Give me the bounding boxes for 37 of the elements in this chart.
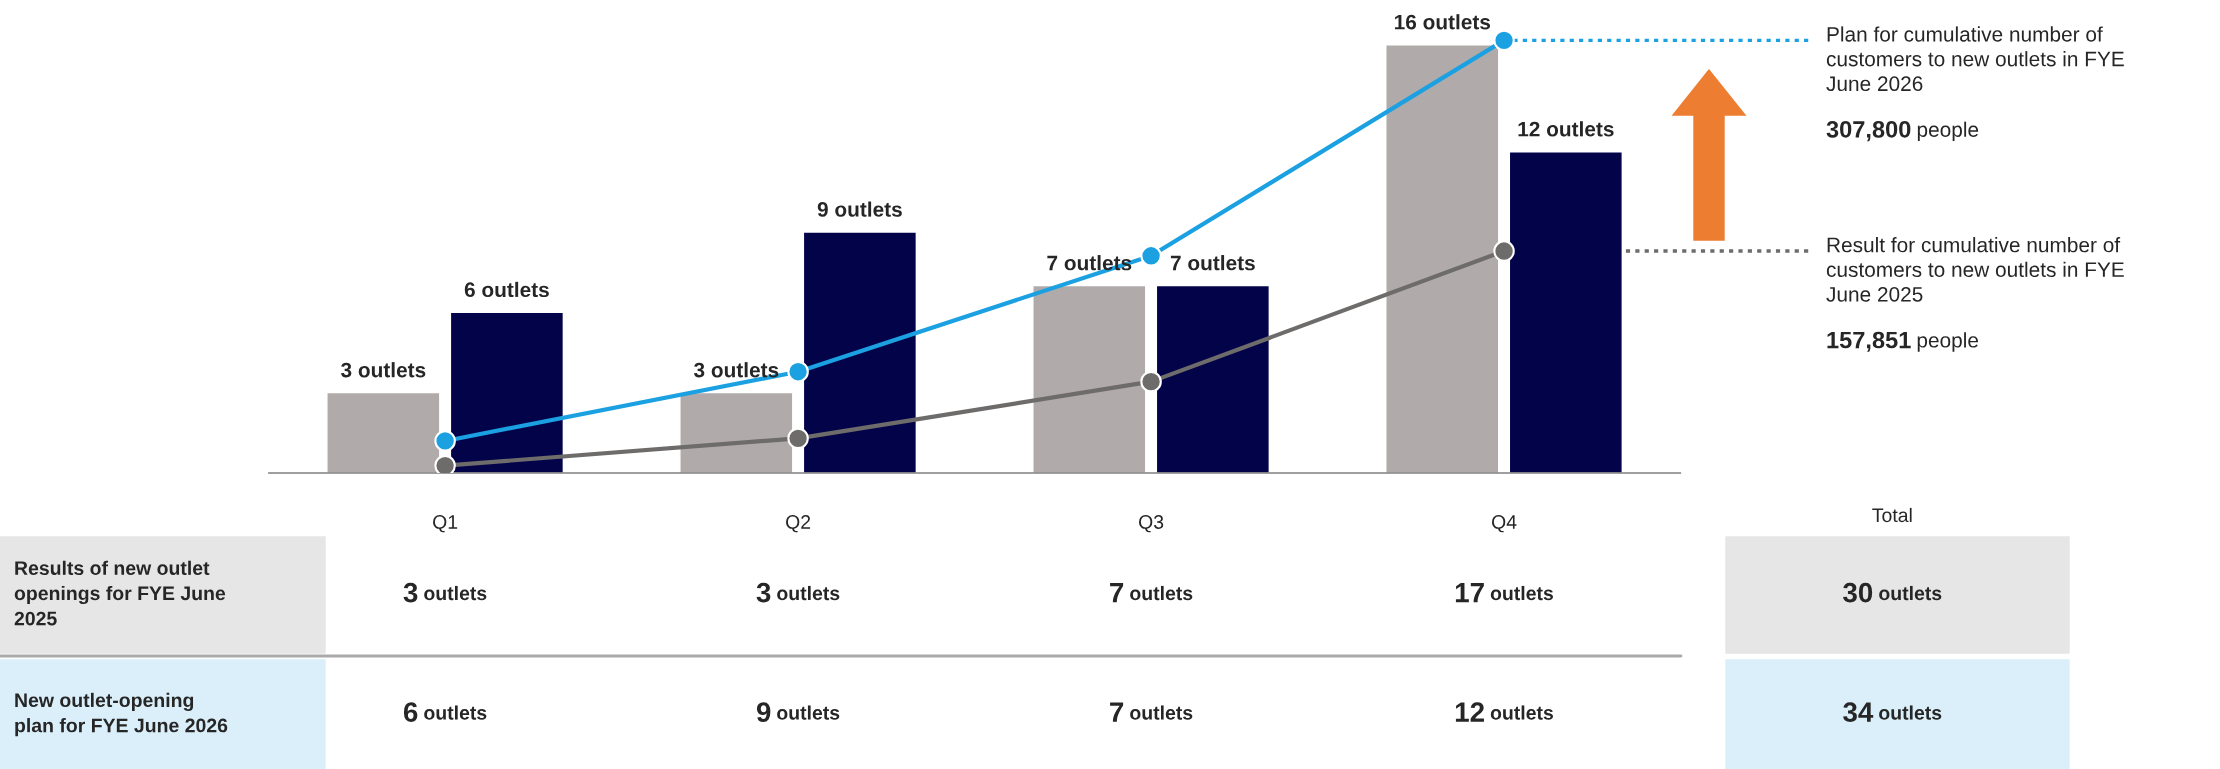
text: Results of new outlet openings for FYE June 2025 xyxy=(14,560,226,626)
text: 34 outlets xyxy=(1843,702,1942,722)
text: 7 outlets xyxy=(1110,583,1193,603)
point xyxy=(787,427,809,450)
text: 9 outlets xyxy=(756,702,840,722)
text: Total xyxy=(1872,507,1912,523)
point xyxy=(1140,370,1162,393)
data-label: 3 outlets xyxy=(693,362,779,378)
point xyxy=(1493,240,1515,262)
data-label: 6 outlets xyxy=(464,281,549,298)
point xyxy=(434,430,456,452)
point xyxy=(1493,29,1515,52)
data-label: 9 outlets xyxy=(817,201,902,217)
point xyxy=(434,454,456,473)
text: Plan for cumulative number of customers to new outlets in FYE June 2026 xyxy=(1826,26,2124,92)
x-tick-label: Q2 xyxy=(786,515,811,533)
text: 3 outlets xyxy=(403,582,487,603)
point xyxy=(787,360,809,383)
x-tick-label: Q4 xyxy=(1492,515,1517,533)
text: 307,800 people xyxy=(1826,120,1979,142)
point xyxy=(1140,245,1162,267)
data-label: 7 outlets xyxy=(1047,255,1132,271)
data-label: 12 outlets xyxy=(1518,121,1614,137)
text: 157,851 people xyxy=(1827,331,1979,352)
x-tick-label: Q1 xyxy=(433,515,458,533)
data-label: 16 outlets xyxy=(1394,14,1491,30)
text: New outlet-opening plan for FYE June 2026 xyxy=(15,692,228,737)
x-tick-label: Q3 xyxy=(1139,515,1164,533)
text: 3 outlets xyxy=(756,582,840,603)
text: 12 outlets xyxy=(1455,702,1553,722)
text: 6 outlets xyxy=(403,702,487,722)
text: 30 outlets xyxy=(1843,582,1942,603)
text: 7 outlets xyxy=(1110,702,1193,722)
text: Result for cumulative number of customers to new outlets in FYE June 2025 xyxy=(1826,237,2124,302)
text: 17 outlets xyxy=(1455,583,1553,603)
data-label: 3 outlets xyxy=(340,362,426,378)
data-label: 7 outlets xyxy=(1170,255,1255,271)
